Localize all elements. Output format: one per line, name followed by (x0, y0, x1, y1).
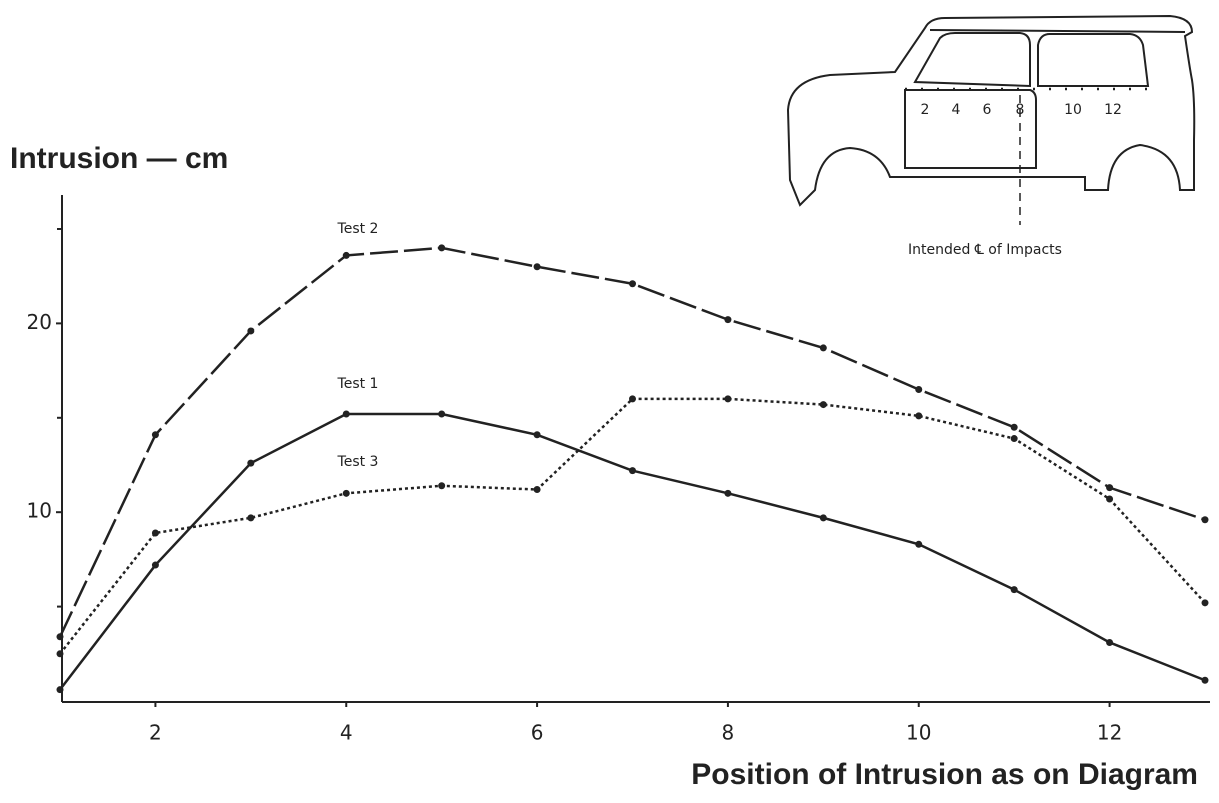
inset-position-label: 8 (1016, 102, 1025, 118)
car-front-window (915, 33, 1030, 86)
data-point (152, 431, 159, 438)
data-point (57, 633, 64, 640)
data-point (724, 395, 731, 402)
data-point (152, 529, 159, 536)
inset-position-label: 12 (1104, 102, 1122, 118)
y-axis-title: Intrusion — cm (10, 142, 228, 175)
data-point (343, 252, 350, 259)
data-point (724, 316, 731, 323)
data-point (247, 460, 254, 467)
data-point (247, 514, 254, 521)
data-point (534, 263, 541, 270)
data-point (629, 395, 636, 402)
data-point (724, 490, 731, 497)
data-point (820, 514, 827, 521)
series-label: Test 2 (337, 221, 379, 237)
x-tick-label: 8 (722, 721, 735, 745)
series-line (60, 414, 1205, 690)
data-point (820, 344, 827, 351)
data-point (343, 490, 350, 497)
data-point (915, 386, 922, 393)
car-roof (930, 30, 1185, 32)
x-tick-label: 2 (149, 721, 162, 745)
data-point (629, 280, 636, 287)
data-point (534, 486, 541, 493)
series-label: Test 3 (337, 454, 379, 470)
data-point (152, 562, 159, 569)
x-tick-label: 4 (340, 721, 353, 745)
data-point (1011, 424, 1018, 431)
data-point (57, 686, 64, 693)
data-point (915, 541, 922, 548)
series-label: Test 1 (337, 376, 379, 392)
data-point (438, 411, 445, 418)
x-axis-title: Position of Intrusion as on Diagram (691, 758, 1198, 791)
x-tick-label: 6 (531, 721, 544, 745)
inset-position-label: 6 (983, 102, 992, 118)
inset-position-label: 2 (921, 102, 930, 118)
data-point (1106, 639, 1113, 646)
data-point (1106, 495, 1113, 502)
car-inset: Intended ℄ of Impacts (788, 16, 1194, 258)
data-point (820, 401, 827, 408)
data-point (1202, 516, 1209, 523)
inset-position-label: 4 (952, 102, 961, 118)
inset-caption: Intended ℄ of Impacts (908, 242, 1062, 258)
x-tick-label: 12 (1097, 721, 1122, 745)
series-line (60, 399, 1205, 654)
data-point (247, 327, 254, 334)
data-point (1202, 599, 1209, 606)
data-point (1011, 435, 1018, 442)
data-point (534, 431, 541, 438)
data-point (629, 467, 636, 474)
data-point (1106, 484, 1113, 491)
data-point (438, 244, 445, 251)
data-point (1011, 586, 1018, 593)
data-point (438, 482, 445, 489)
data-point (1202, 677, 1209, 684)
x-tick-label: 10 (906, 721, 931, 745)
chart: Intrusion — cm Position of Intrusion as … (0, 0, 1219, 803)
data-point (343, 411, 350, 418)
data-point (57, 650, 64, 657)
car-rear-window (1038, 34, 1148, 86)
y-tick-label: 10 (27, 499, 52, 523)
series-line (60, 248, 1205, 637)
y-tick-label: 20 (27, 310, 52, 334)
data-point (915, 412, 922, 419)
inset-position-label: 10 (1064, 102, 1082, 118)
